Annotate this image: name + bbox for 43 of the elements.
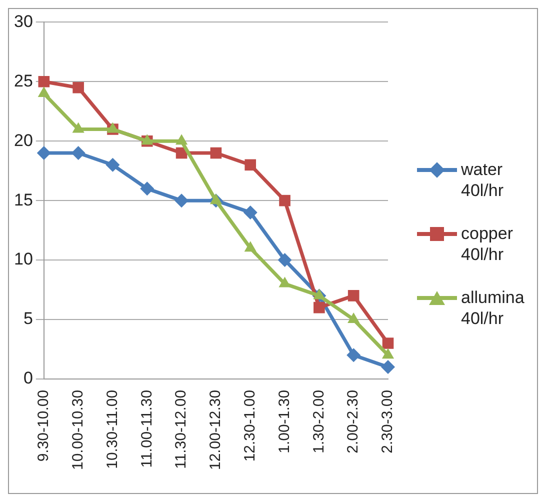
- point: [175, 134, 188, 145]
- legend-label: copper 40l/hr: [461, 223, 514, 265]
- y-tick-label: 15: [14, 190, 33, 210]
- x-tick-label: 2.00-2.30: [344, 390, 362, 454]
- point: [140, 182, 154, 196]
- point: [38, 76, 50, 88]
- y-tick-label: 25: [14, 71, 33, 90]
- point: [174, 194, 189, 208]
- point: [348, 290, 360, 302]
- x-tick-label: 9.30-10.00: [35, 390, 52, 462]
- point: [71, 146, 86, 160]
- x-tick-label: 10.30-11.00: [104, 390, 121, 469]
- point: [279, 194, 290, 206]
- point: [346, 348, 361, 362]
- x-tick-label: 1.30-2.00: [310, 390, 328, 454]
- x-tick-label: 11.00-11.30: [138, 390, 156, 468]
- point: [38, 86, 50, 98]
- point: [382, 338, 394, 349]
- y-tick-label: 30: [14, 12, 33, 31]
- point: [244, 241, 256, 252]
- point: [210, 147, 222, 159]
- legend-label: water 40l/hr: [461, 159, 505, 201]
- y-tick-label: 20: [14, 130, 33, 150]
- point: [72, 82, 84, 94]
- point: [278, 253, 292, 268]
- point: [244, 159, 256, 171]
- point: [381, 360, 395, 374]
- point: [106, 158, 120, 172]
- y-tick-label: 0: [23, 368, 33, 388]
- y-tick-label: 10: [14, 250, 33, 269]
- x-tick-label: 12.00-12.30: [207, 390, 224, 470]
- point: [210, 194, 222, 204]
- x-tick-label: 1.00-1.30: [276, 390, 293, 454]
- legend-label: allumina 40l/hr: [461, 287, 526, 329]
- point: [36, 146, 51, 160]
- point: [243, 205, 258, 220]
- x-tick-label: 10.00-10.30: [69, 390, 86, 470]
- point: [314, 302, 325, 314]
- y-tick-label: 5: [23, 309, 33, 328]
- x-tick-label: 12.30-1.00: [242, 390, 259, 462]
- x-tick-label: 11.30-12.00: [172, 390, 190, 469]
- x-tick-label: 2.30-3.00: [379, 390, 396, 454]
- point: [72, 122, 84, 133]
